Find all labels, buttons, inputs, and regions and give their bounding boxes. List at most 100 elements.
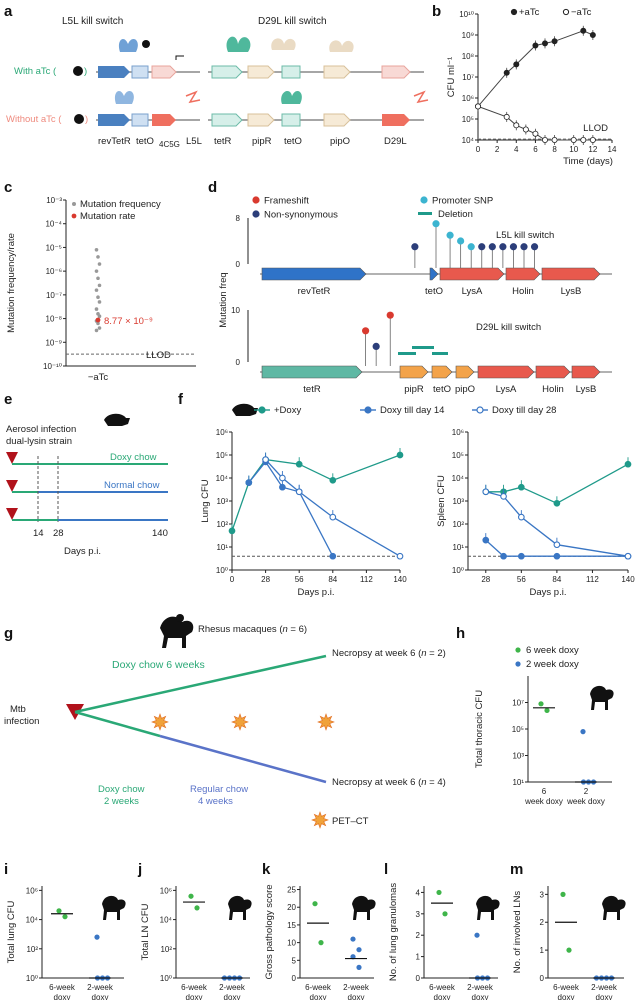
d29l-construct-without (208, 90, 429, 127)
y-tick-label: 10¹ (216, 543, 228, 552)
panel-e-title-2: dual-lysin strain (6, 436, 72, 447)
lung-cfu-chart: 10⁰ 10¹ 10² 10³ 10⁴ 10⁵ 10⁶ 0 28 56 84 112 140 Days p… (200, 428, 407, 598)
gene-label: Holin (512, 286, 534, 297)
macaque-icon (590, 685, 614, 710)
promoter-arrow-icon (175, 55, 184, 60)
panel-f-letter: f (178, 391, 184, 408)
gene-label: tetO (433, 384, 451, 395)
y-tick-label: 10¹ (452, 543, 464, 552)
regular-chow-path-line (159, 734, 327, 784)
series-line (231, 454, 401, 532)
mutation-lollipop-chart: Frameshift Non-synonymous Promoter SNP Dele… (218, 196, 612, 395)
lollipop-head (362, 327, 370, 335)
y-axis-label: Lung CFU (200, 479, 211, 522)
gene-label-pipr: pipR (252, 136, 272, 147)
x-tick-label: 2 (495, 145, 500, 154)
infection-marker-icon (6, 480, 18, 492)
atc-molecule-icon (74, 114, 84, 124)
x-category-label: 2-week (87, 983, 114, 992)
mutation-frequency-point (97, 300, 102, 304)
revtetr-gene-arrow (98, 66, 130, 78)
panel-l-letter: l (384, 861, 388, 878)
x-category-label: doxy (186, 993, 203, 1000)
y-tick-label: 10⁷ (462, 73, 474, 82)
x-tick-label: 28 (481, 575, 490, 584)
gene-arrow (261, 267, 367, 281)
lollipop-head (488, 243, 496, 251)
panel-g-title-n: n (282, 624, 287, 635)
x-category-label: −aTc (88, 372, 109, 383)
x-tick-label: 14 (608, 145, 617, 154)
y-axis-label: No. of involved LNs (512, 891, 523, 974)
y-tick-label: 10² (26, 945, 38, 954)
macaque-icon (160, 614, 194, 648)
data-point (279, 483, 286, 491)
l5l-construct-with (96, 38, 200, 79)
data-point (503, 113, 510, 120)
panel-m-letter: m (510, 861, 523, 878)
gene-label: pipR (404, 384, 424, 395)
gene-arrow (439, 267, 505, 281)
mutation-frequency-point (94, 248, 99, 252)
data-point (503, 69, 510, 76)
track-title: L5L kill switch (496, 230, 554, 241)
without-atc-close: ) (85, 114, 88, 125)
x-tick-label: 84 (328, 575, 337, 584)
legend-marker (562, 8, 570, 16)
data-point (262, 456, 269, 463)
gene-label: tetO (425, 286, 443, 297)
necropsy-top-start: Necropsy at week 6 ( (332, 648, 422, 659)
deletion-bar (412, 346, 434, 349)
panel-g-letter: g (4, 625, 13, 642)
deletion-bar (432, 352, 448, 355)
doxy2-path-line (74, 710, 161, 738)
y-tick-label: 10⁻⁶ (46, 267, 62, 276)
macaque-icon (352, 895, 376, 920)
x-category-label: 6-week (49, 983, 76, 992)
gene-arrow (535, 365, 571, 379)
necropsy-bottom-start: Necropsy at week 6 ( (332, 777, 422, 788)
y-tick-label: 10⁻⁷ (46, 291, 62, 300)
y-tick-label: 5 (292, 956, 297, 965)
with-atc-close: ) (84, 66, 87, 77)
x-category-label: 2-week (591, 983, 618, 992)
legend-marker (515, 661, 521, 667)
gene-label: tetR (303, 384, 321, 395)
necropsy-top-end: = 2) (427, 648, 446, 659)
panel-f-legend: +Doxy Doxy till day 14 Doxy till day 28 (254, 405, 556, 416)
data-point (589, 136, 596, 143)
data-point (279, 474, 286, 482)
x-category-label: 2-week (343, 983, 370, 992)
x-tick-label: 12 (588, 145, 597, 154)
series-line (248, 460, 334, 557)
y-tick-label: 10⁰ (160, 974, 172, 983)
track-title: D29L kill switch (476, 322, 541, 333)
x-category-label: 2-week (219, 983, 246, 992)
y-tick-label: 10⁵ (462, 115, 474, 124)
y-tick-label: 10⁰ (216, 566, 228, 575)
dosing-timeline: Doxy chow Normal chow 14 28 140 Days p.i… (6, 452, 168, 557)
lollipop-head (499, 243, 507, 251)
legend-marker (515, 647, 521, 653)
tick-28: 28 (53, 528, 64, 539)
x-axis-label: Time (days) (563, 156, 613, 167)
lysis-bolt-icon (413, 90, 429, 104)
y-tick-label: 3 (416, 910, 421, 919)
lollipop-head (467, 243, 475, 251)
mtb-label-2: infection (4, 716, 39, 727)
data-point (356, 964, 362, 970)
y-tick-label: 10⁵ (216, 451, 228, 460)
y-tick-label: 10⁶ (216, 428, 228, 437)
panel-i-letter: i (4, 861, 8, 878)
gene-arrow (541, 267, 601, 281)
y-tick-label: 10⁻⁴ (45, 220, 62, 229)
legend-label: +Doxy (274, 405, 301, 416)
x-tick-label: 6 (533, 145, 538, 154)
y-axis-label: Total thoracic CFU (474, 690, 485, 768)
legend-marker (476, 406, 484, 414)
data-point (532, 130, 539, 137)
data-point (580, 136, 587, 143)
